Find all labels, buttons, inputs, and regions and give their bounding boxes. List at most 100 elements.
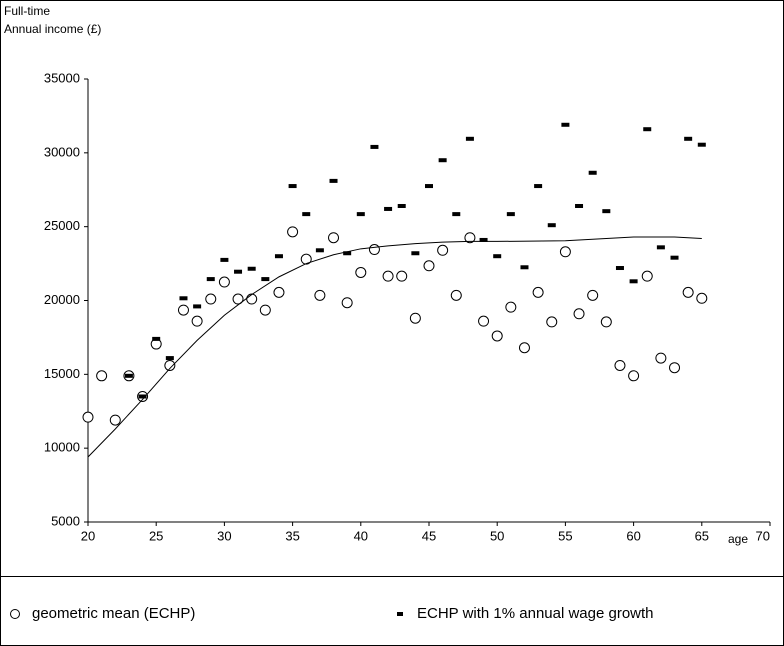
- point: [491, 330, 503, 342]
- point: [670, 255, 679, 260]
- point: [205, 293, 217, 305]
- point: [615, 266, 624, 271]
- point: [684, 136, 693, 141]
- x-tick-label: 35: [285, 528, 299, 543]
- x-tick-label: 30: [217, 528, 231, 543]
- point: [423, 260, 435, 272]
- point: [355, 266, 367, 278]
- y-axis-label: Full-time: [4, 4, 50, 18]
- point: [82, 411, 94, 423]
- point: [437, 244, 449, 256]
- point: [696, 292, 708, 304]
- point: [138, 394, 147, 399]
- point: [314, 289, 326, 301]
- point: [193, 304, 202, 309]
- point: [356, 212, 365, 217]
- point: [343, 251, 352, 256]
- point: [493, 254, 502, 259]
- point: [629, 279, 638, 284]
- x-tick-label: 25: [149, 528, 163, 543]
- point: [328, 232, 340, 244]
- point: [561, 122, 570, 127]
- point: [177, 304, 189, 316]
- point: [109, 414, 121, 426]
- point: [505, 301, 517, 313]
- point: [220, 257, 229, 262]
- point: [465, 136, 474, 141]
- point: [300, 253, 312, 265]
- x-tick-label: 45: [422, 528, 436, 543]
- point: [382, 270, 394, 282]
- point: [452, 212, 461, 217]
- x-tick-label: 60: [626, 528, 640, 543]
- point: [397, 203, 406, 208]
- point: [164, 359, 176, 371]
- point: [218, 276, 230, 288]
- x-tick-label: 40: [354, 528, 368, 543]
- legend-marker: [10, 609, 20, 619]
- point: [573, 308, 585, 320]
- point: [479, 237, 488, 242]
- y-tick-label: 10000: [44, 440, 80, 455]
- y-tick-label: 35000: [44, 70, 80, 85]
- point: [411, 251, 420, 256]
- x-tick-label: 50: [490, 528, 504, 543]
- point: [628, 370, 640, 382]
- point: [600, 316, 612, 328]
- point: [384, 206, 393, 211]
- point: [261, 277, 270, 282]
- point: [302, 212, 311, 217]
- point: [368, 244, 380, 256]
- point: [234, 269, 243, 274]
- point: [165, 356, 174, 361]
- x-tick-label: 20: [81, 528, 95, 543]
- x-axis-label: age: [728, 532, 748, 546]
- point: [409, 312, 421, 324]
- point: [315, 248, 324, 253]
- point: [341, 297, 353, 309]
- point: [464, 232, 476, 244]
- point: [179, 296, 188, 301]
- point: [575, 203, 584, 208]
- y-tick-label: 15000: [44, 366, 80, 381]
- point: [152, 336, 161, 341]
- x-tick-label: 65: [695, 528, 709, 543]
- point: [518, 342, 530, 354]
- point: [534, 184, 543, 189]
- legend-label: ECHP with 1% annual wage growth: [417, 605, 654, 622]
- legend-label: geometric mean (ECHP): [32, 605, 195, 622]
- point: [259, 304, 271, 316]
- y-tick-label: 20000: [44, 292, 80, 307]
- point: [329, 178, 338, 183]
- point: [370, 144, 379, 149]
- point: [532, 286, 544, 298]
- point: [588, 170, 597, 175]
- point: [602, 209, 611, 214]
- point: [682, 286, 694, 298]
- point: [655, 352, 667, 364]
- point: [96, 370, 108, 382]
- point: [287, 226, 299, 238]
- point: [247, 266, 256, 271]
- point: [520, 265, 529, 270]
- point: [547, 223, 556, 228]
- y-axis-label: Annual income (£): [4, 22, 101, 36]
- point: [396, 270, 408, 282]
- point: [641, 270, 653, 282]
- x-tick-label: 55: [558, 528, 572, 543]
- x-tick-label: 70: [756, 528, 770, 543]
- point: [425, 184, 433, 189]
- point: [438, 158, 447, 163]
- point: [450, 289, 462, 301]
- point: [643, 127, 652, 132]
- point: [478, 315, 490, 327]
- point: [274, 254, 283, 259]
- y-tick-label: 30000: [44, 144, 80, 159]
- point: [559, 246, 571, 258]
- point: [273, 286, 285, 298]
- legend-marker: [397, 612, 403, 616]
- point: [206, 277, 215, 282]
- y-tick-label: 5000: [51, 513, 80, 528]
